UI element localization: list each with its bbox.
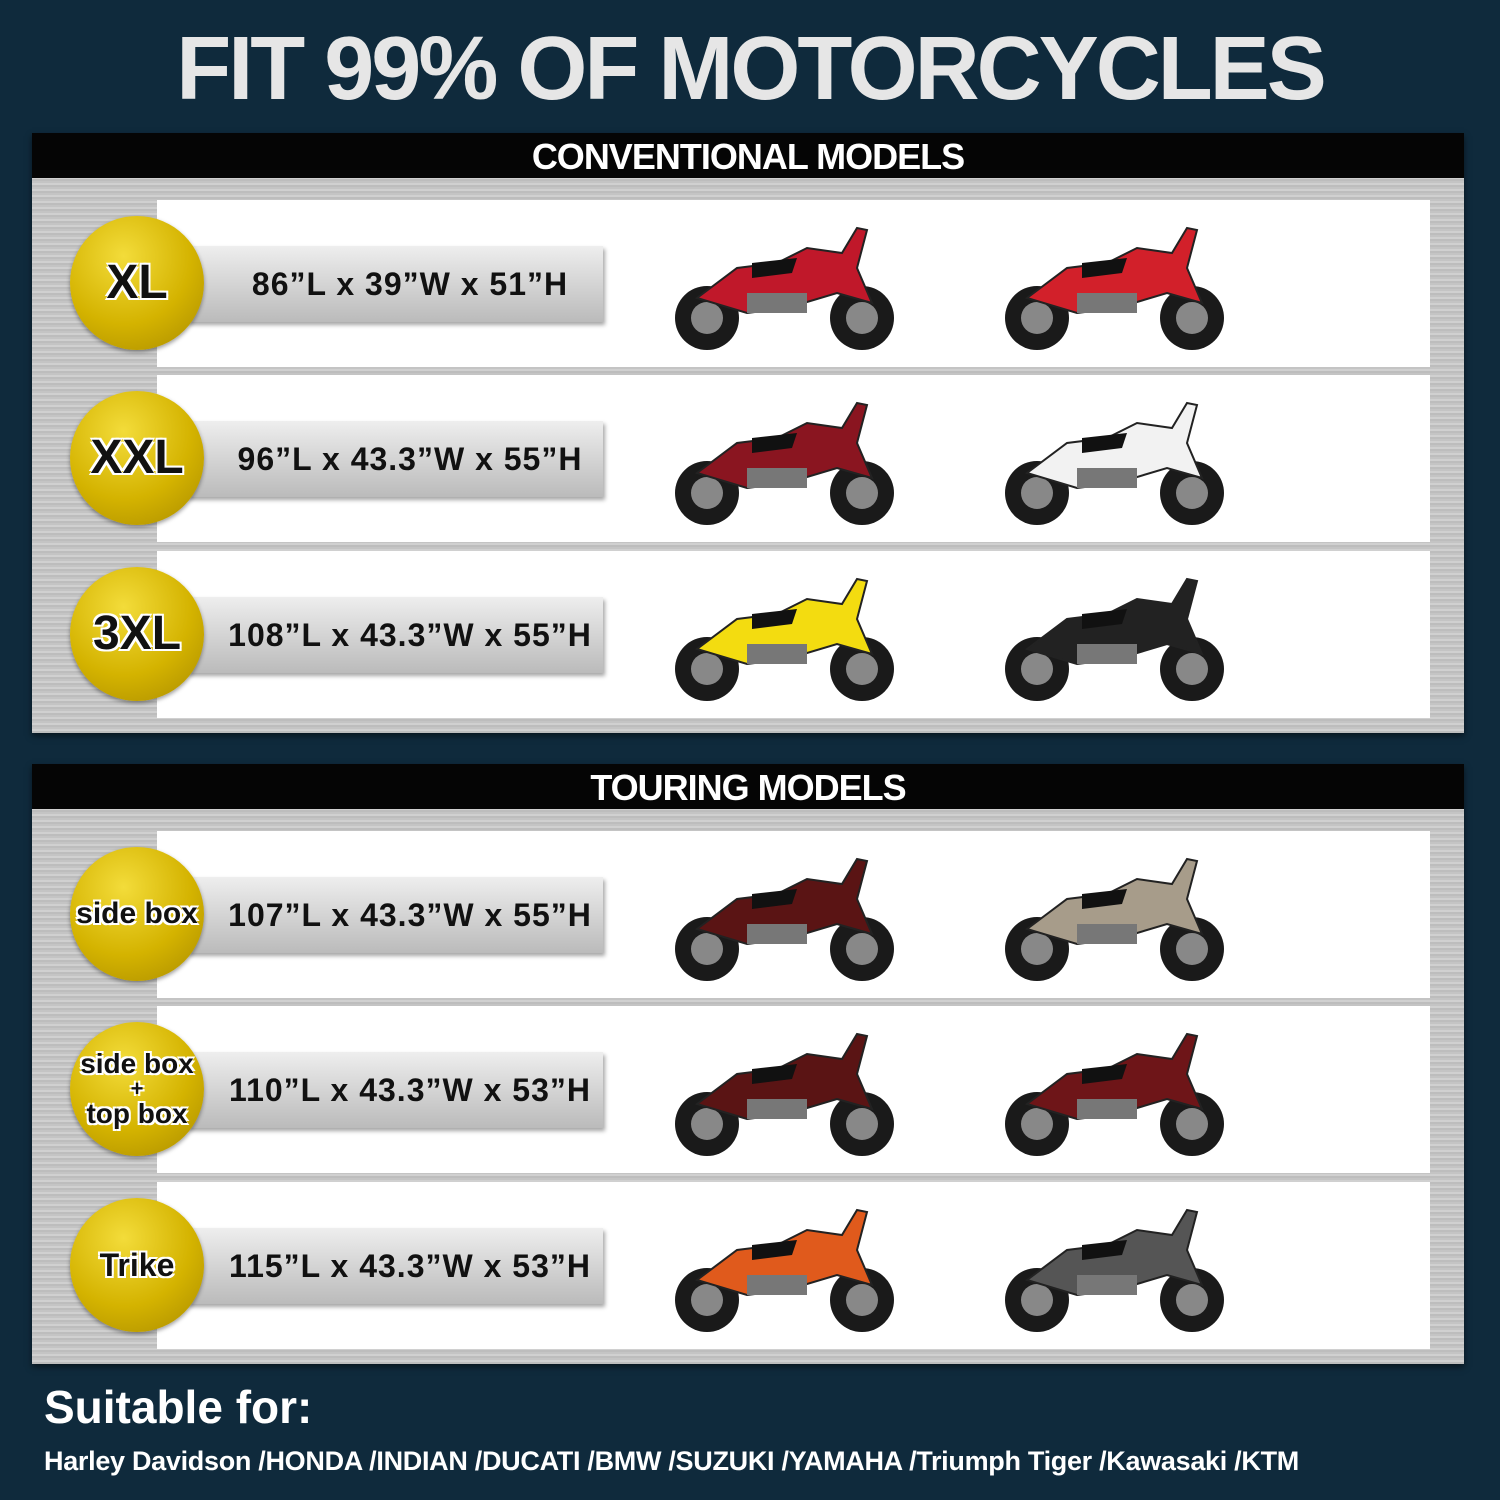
badge-label-2: top box (86, 1098, 188, 1129)
page-title: FIT 99% OF MOTORCYCLES (176, 19, 1326, 119)
size-badge: XXL (70, 391, 204, 525)
badge-label: XXL (90, 431, 184, 484)
motorcycle-image (675, 577, 894, 701)
motorcycle-image (1005, 1032, 1224, 1156)
dimensions-bar: 108”L x 43.3”W x 55”H (187, 596, 603, 673)
badge-label: side box (76, 897, 198, 930)
conventional-models-panel: CONVENTIONAL MODELS 86”L x 39”W x 51”H X… (32, 133, 1464, 733)
size-row: 96”L x 43.3”W x 55”H (157, 375, 1430, 542)
motorcycle-image (1005, 401, 1224, 525)
motorcycle-image (675, 226, 894, 350)
size-badge: side box (70, 847, 204, 981)
badge-label: side box (80, 1048, 194, 1079)
badge-label: 3XL (92, 607, 182, 660)
badge-plus: + (130, 1076, 144, 1101)
brand-list: Harley Davidson /HONDA /INDIAN /DUCATI /… (44, 1446, 1299, 1476)
size-row: 115”L x 43.3”W x 53”H (157, 1182, 1430, 1349)
size-badge: 3XL (70, 567, 204, 701)
motorcycle-image (1005, 857, 1224, 981)
dimensions-bar: 107”L x 43.3”W x 55”H (187, 876, 603, 953)
suitable-for-heading: Suitable for: (44, 1381, 313, 1433)
size-row: 110”L x 43.3”W x 53”H (157, 1006, 1430, 1173)
size-row: 86”L x 39”W x 51”H (157, 200, 1430, 367)
size-row: 107”L x 43.3”W x 55”H (157, 831, 1430, 998)
dimensions-bar: 115”L x 43.3”W x 53”H (187, 1227, 603, 1304)
badge-label: Trike (99, 1247, 175, 1283)
motorcycle-image (675, 1208, 894, 1332)
size-badge: side box + top box (70, 1022, 204, 1156)
motorcycle-image (675, 401, 894, 525)
badge-label: XL (106, 256, 168, 309)
size-badge: Trike (70, 1198, 204, 1332)
motorcycle-image (1005, 1208, 1224, 1332)
motorcycle-image (675, 857, 894, 981)
touring-models-panel: TOURING MODELS 107”L x 43.3”W x 55”H sid… (32, 764, 1464, 1364)
dimensions-bar: 86”L x 39”W x 51”H (187, 245, 603, 322)
motorcycle-image (1005, 226, 1224, 350)
dimensions-bar: 110”L x 43.3”W x 53”H (187, 1051, 603, 1128)
motorcycle-image (1005, 577, 1224, 701)
section-heading: CONVENTIONAL MODELS (32, 133, 1464, 178)
size-badge: XL (70, 216, 204, 350)
size-row: 108”L x 43.3”W x 55”H (157, 551, 1430, 718)
motorcycle-image (675, 1032, 894, 1156)
dimensions-bar: 96”L x 43.3”W x 55”H (187, 420, 603, 497)
section-heading: TOURING MODELS (32, 764, 1464, 809)
